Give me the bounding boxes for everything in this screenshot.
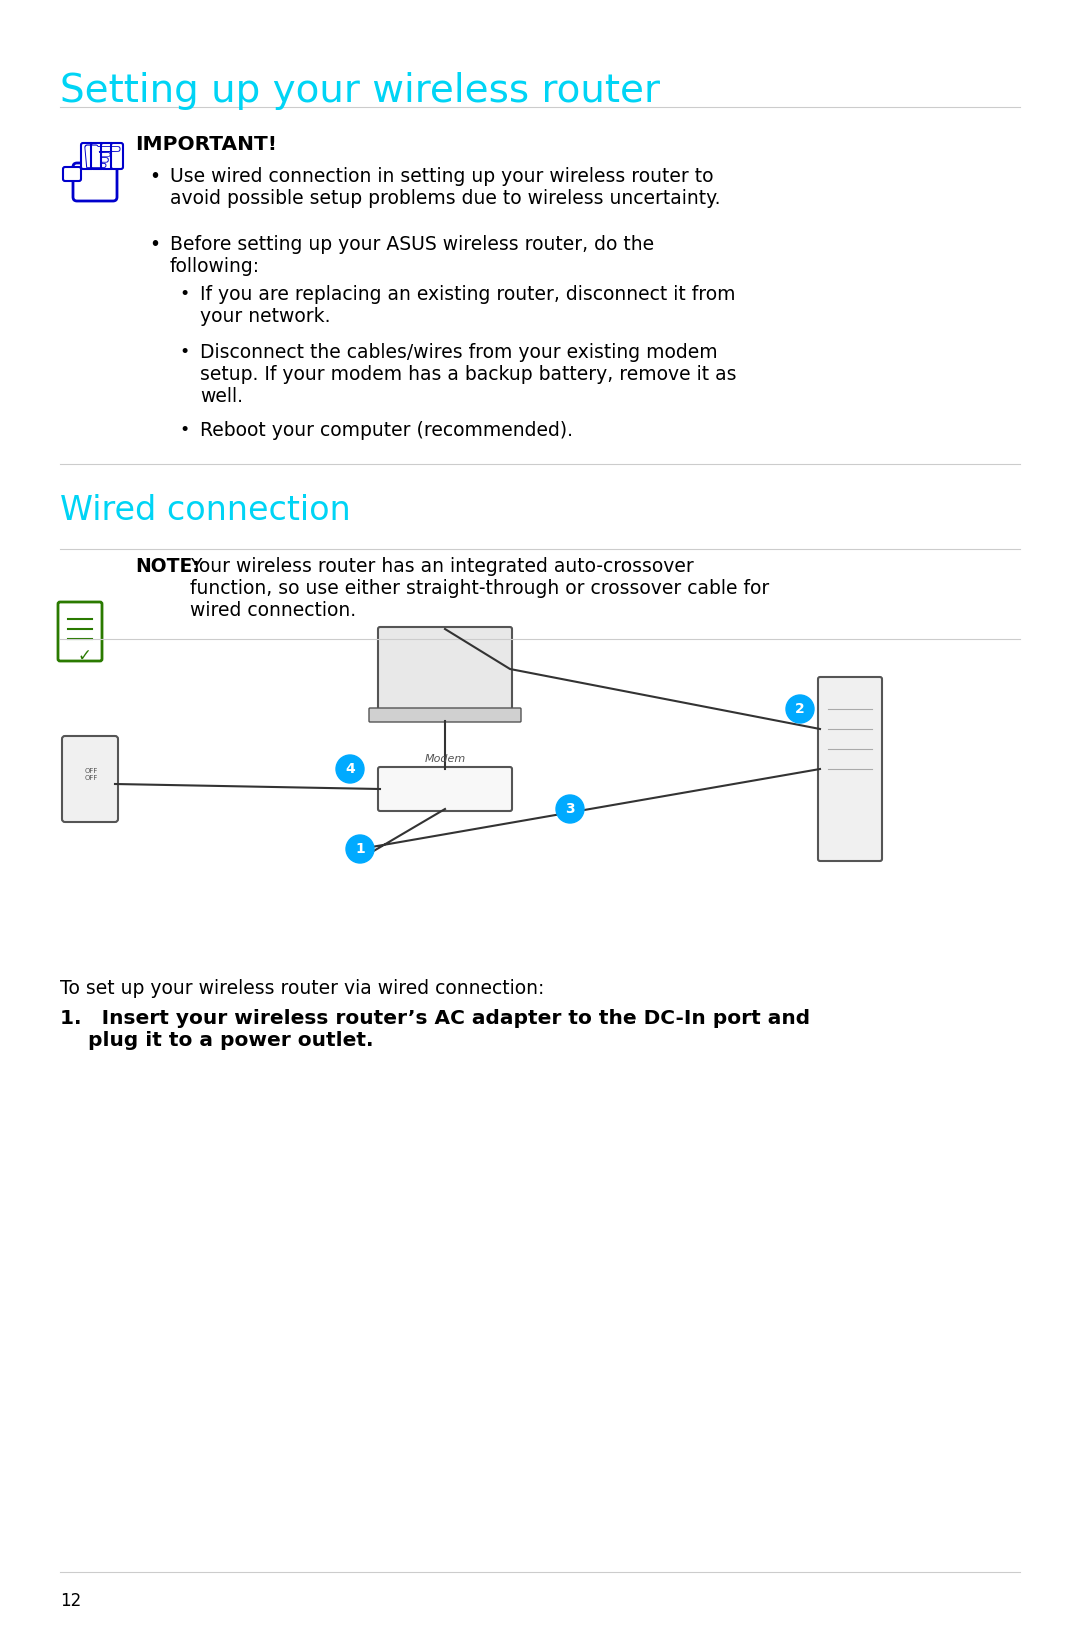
Text: Before setting up your ASUS wireless router, do the
following:: Before setting up your ASUS wireless rou… (170, 234, 654, 277)
Text: 12: 12 (60, 1591, 81, 1611)
Text: Disconnect the cables/wires from your existing modem
setup. If your modem has a : Disconnect the cables/wires from your ex… (200, 343, 737, 407)
Text: Modem: Modem (424, 753, 465, 765)
Text: •: • (149, 234, 161, 254)
Text: Setting up your wireless router: Setting up your wireless router (60, 72, 660, 111)
FancyBboxPatch shape (62, 735, 118, 822)
Text: •: • (180, 421, 190, 439)
Text: NOTE:: NOTE: (135, 556, 200, 576)
Text: Reboot your computer (recommended).: Reboot your computer (recommended). (200, 421, 573, 439)
Text: 2: 2 (795, 701, 805, 716)
Text: To set up your wireless router via wired connection:: To set up your wireless router via wired… (60, 979, 544, 997)
Circle shape (556, 796, 584, 823)
FancyBboxPatch shape (369, 708, 521, 722)
Text: •: • (180, 343, 190, 361)
Text: •: • (180, 285, 190, 303)
Text: •: • (149, 168, 161, 185)
FancyBboxPatch shape (58, 602, 102, 661)
Text: Your wireless router has an integrated auto-crossover
function, so use either st: Your wireless router has an integrated a… (190, 556, 769, 620)
FancyBboxPatch shape (378, 766, 512, 810)
Text: 4: 4 (346, 761, 355, 776)
Circle shape (346, 835, 374, 862)
FancyBboxPatch shape (378, 626, 512, 711)
Text: 3: 3 (565, 802, 575, 817)
Text: Use wired connection in setting up your wireless router to
avoid possible setup : Use wired connection in setting up your … (170, 168, 720, 208)
Circle shape (786, 695, 814, 722)
Text: ☞: ☞ (80, 135, 125, 182)
FancyBboxPatch shape (111, 143, 123, 169)
Text: If you are replacing an existing router, disconnect it from
your network.: If you are replacing an existing router,… (200, 285, 735, 325)
Text: OFF
OFF: OFF OFF (85, 768, 98, 781)
Text: 1: 1 (355, 843, 365, 856)
FancyBboxPatch shape (91, 143, 104, 169)
FancyBboxPatch shape (73, 163, 117, 202)
Text: Wired connection: Wired connection (60, 495, 351, 527)
Circle shape (336, 755, 364, 783)
Text: IMPORTANT!: IMPORTANT! (135, 135, 276, 155)
FancyBboxPatch shape (818, 677, 882, 861)
Text: 1. Insert your wireless router’s AC adapter to the DC-In port and
    plug it to: 1. Insert your wireless router’s AC adap… (60, 1009, 810, 1049)
FancyBboxPatch shape (81, 143, 94, 169)
Text: ✓: ✓ (78, 648, 92, 665)
FancyBboxPatch shape (63, 168, 81, 181)
FancyBboxPatch shape (102, 143, 114, 169)
